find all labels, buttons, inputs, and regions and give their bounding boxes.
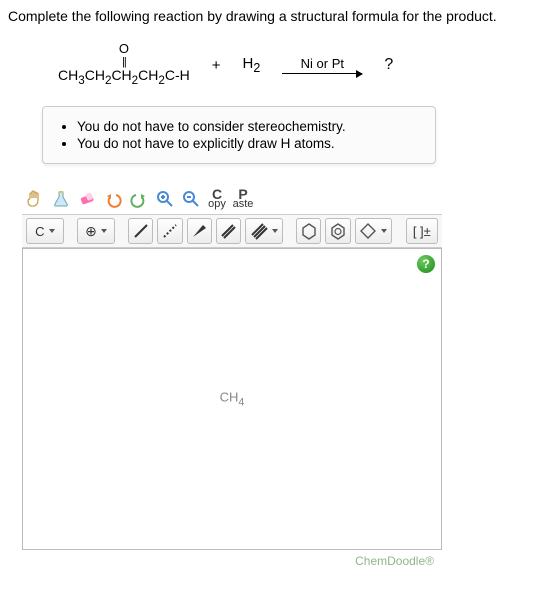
reaction-scheme: O || CH3CH2CH2CH2C-H + H2 Ni or Pt ?: [58, 42, 559, 88]
benzene-tool[interactable]: [325, 218, 350, 244]
note-item: You do not have to explicitly draw H ato…: [77, 136, 419, 151]
chevron-down-icon: [101, 229, 107, 233]
toolbar-row-2: C ⊕: [22, 214, 442, 248]
redo-icon[interactable]: [128, 188, 150, 210]
drawing-canvas[interactable]: ? CH4: [22, 248, 442, 550]
ring-menu[interactable]: [355, 218, 393, 244]
catalyst-label: Ni or Pt: [301, 56, 344, 71]
paste-label-small: aste: [233, 200, 254, 210]
chevron-down-icon: [49, 229, 55, 233]
clear-flask-icon[interactable]: [50, 188, 72, 210]
cyclohexane-tool[interactable]: [296, 218, 321, 244]
undo-icon[interactable]: [102, 188, 124, 210]
note-item: You do not have to consider stereochemis…: [77, 119, 419, 134]
product-placeholder: ?: [384, 56, 393, 74]
zoom-in-icon[interactable]: [154, 188, 176, 210]
reagent-h2: H2: [243, 55, 261, 75]
charge-tool[interactable]: [ ]±: [406, 218, 438, 244]
hand-tool-icon[interactable]: [24, 188, 46, 210]
paste-button[interactable]: P aste: [232, 188, 254, 210]
brand-label: ChemDoodle®: [22, 550, 442, 572]
dashed-bond-tool[interactable]: [157, 218, 182, 244]
reactant-formula: CH3CH2CH2CH2C-H: [58, 68, 190, 88]
eraser-icon[interactable]: [76, 188, 98, 210]
instructions-box: You do not have to consider stereochemis…: [42, 106, 436, 164]
canvas-placeholder: CH4: [220, 390, 245, 409]
zoom-out-icon[interactable]: [180, 188, 202, 210]
wedge-bond-tool[interactable]: [187, 218, 212, 244]
triple-bond-tool[interactable]: [245, 218, 283, 244]
element-label: C: [35, 224, 44, 239]
single-bond-tool[interactable]: [128, 218, 153, 244]
carbonyl-oxygen: O: [119, 42, 129, 56]
help-icon[interactable]: ?: [417, 255, 435, 273]
structure-editor: C opy P aste C ⊕: [22, 184, 442, 572]
add-tool[interactable]: ⊕: [77, 218, 115, 244]
charge-label: [ ]±: [413, 224, 431, 239]
element-picker[interactable]: C: [26, 218, 64, 244]
double-bond-tool[interactable]: [216, 218, 241, 244]
chevron-down-icon: [381, 229, 387, 233]
question-prompt: Complete the following reaction by drawi…: [8, 8, 559, 24]
reaction-arrow: Ni or Pt: [282, 56, 362, 74]
plus-sign: +: [212, 57, 221, 74]
reactant: O || CH3CH2CH2CH2C-H: [58, 42, 190, 88]
toolbar-row-1: C opy P aste: [22, 184, 442, 214]
copy-label-small: opy: [208, 200, 226, 210]
copy-button[interactable]: C opy: [206, 188, 228, 210]
chevron-down-icon: [272, 229, 278, 233]
add-plus-icon: ⊕: [85, 223, 97, 240]
